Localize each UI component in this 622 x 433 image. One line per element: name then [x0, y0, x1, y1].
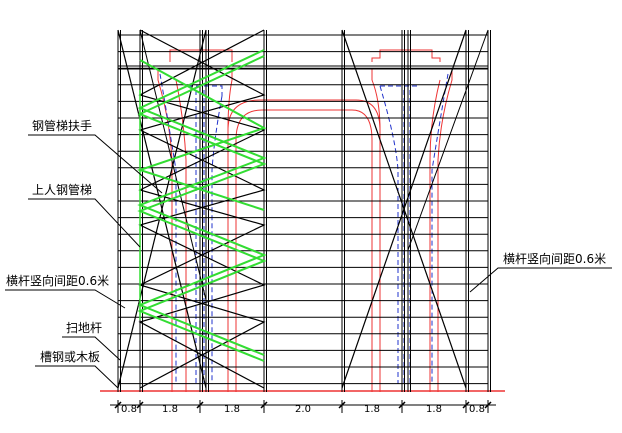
right-pier-cap [371, 49, 441, 62]
leader-handrail [28, 134, 163, 194]
dimension-line [110, 400, 496, 413]
right-pier-outer-right [437, 68, 453, 392]
dimension-labels: 0.8 1.8 1.8 2.0 1.8 1.8 0.8 [121, 404, 485, 415]
label-ledger-spacing-left: 横杆竖向间距0.6米 [6, 273, 109, 288]
ladder-handrail [136, 59, 267, 211]
dimension-slash-4 [338, 401, 346, 409]
leader-sweep-rod [62, 336, 121, 361]
arch-outer [227, 99, 381, 392]
label-ledger-spacing-right: 横杆竖向间距0.6米 [503, 251, 606, 266]
right-pier-inner-right [429, 79, 441, 392]
annotation-leaders [5, 134, 612, 389]
brace-left-c [139, 29, 207, 301]
brace-right-b [341, 29, 467, 389]
leader-base-board [35, 365, 119, 389]
brace-right-c [407, 29, 489, 251]
label-handrail: 钢管梯扶手 [32, 118, 92, 133]
left-pier-hidden-right [211, 95, 223, 384]
right-pier-left-edge [371, 68, 381, 131]
leader-ladder [28, 198, 141, 248]
dimension-label-4: 1.8 [364, 404, 380, 415]
label-sweep-rod: 扫地杆 [66, 321, 102, 335]
dimension-slash-5 [398, 401, 406, 409]
scaffold-frame [117, 29, 491, 392]
leader-ledger-right [469, 267, 612, 293]
dimension-label-2: 1.8 [224, 404, 240, 415]
label-base-board: 槽钢或木板 [40, 350, 100, 364]
left-pier-hidden-cap [188, 85, 223, 96]
dimension-label-3: 2.0 [295, 404, 311, 415]
dimension-slash-2 [196, 401, 204, 409]
dimension-slash-3 [260, 401, 268, 409]
dimension-slash-1 [136, 401, 144, 409]
dimension-label-0: 0.8 [121, 404, 137, 415]
dimension-slash-6 [462, 401, 470, 409]
dimension-label-1: 1.8 [162, 404, 178, 415]
dimension-label-5: 1.8 [426, 404, 442, 415]
right-pier-hidden-left [379, 85, 399, 384]
leader-ledger-left [5, 289, 126, 309]
dimension-slash-7 [484, 401, 492, 409]
dimension-slash-0 [114, 401, 122, 409]
zigzag-brace-b [138, 29, 266, 389]
label-ladder: 上人钢管梯 [32, 182, 92, 197]
dimension-label-6: 0.8 [469, 404, 485, 415]
steel-pipe-ladder [136, 49, 267, 362]
